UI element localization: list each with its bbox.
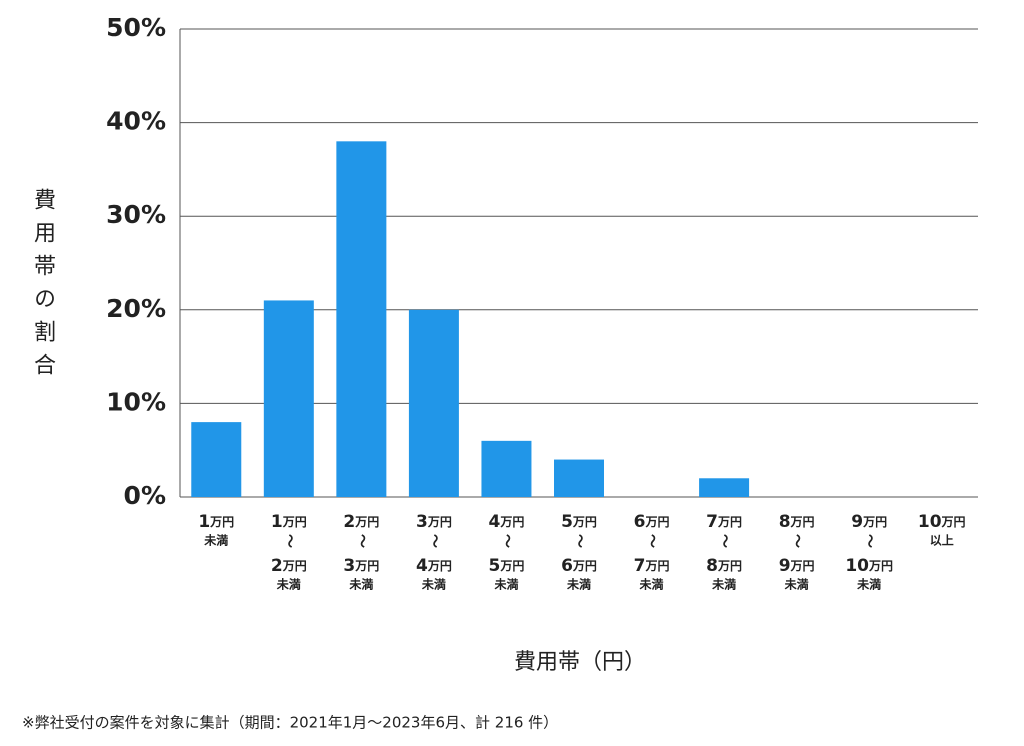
x-tick-number: 10 — [918, 512, 942, 532]
x-tick-number: 9 — [851, 512, 863, 532]
x-tick-unit: 万円 — [790, 515, 815, 529]
bar — [336, 141, 387, 497]
x-tick-label: 10万円 — [918, 512, 966, 532]
y-tick-label: 30% — [106, 200, 166, 229]
x-tick-unit: 万円 — [868, 559, 893, 573]
x-tick-label: 5万円 — [561, 512, 597, 532]
bar — [481, 440, 532, 497]
x-tick-label: 〜 — [353, 534, 369, 548]
x-tick-unit: 万円 — [717, 559, 742, 573]
x-tick-number: 3 — [416, 512, 428, 532]
x-tick-unit: 万円 — [427, 559, 452, 573]
x-tick-number: 2 — [343, 512, 355, 532]
x-tick-number: 6 — [634, 512, 646, 532]
x-tick-label: 8万円 — [779, 512, 815, 532]
x-tick-unit: 万円 — [427, 515, 452, 529]
x-tick-unit: 万円 — [644, 559, 669, 573]
x-tick-label: 〜 — [716, 534, 732, 548]
x-tick-number: 5 — [561, 512, 573, 532]
x-tick-label: 未満 — [276, 577, 301, 592]
x-tick-label: 未満 — [856, 577, 881, 592]
x-tick-label: 6万円 — [634, 512, 670, 532]
x-tick-unit: 万円 — [862, 515, 887, 529]
x-tick-label: 未満 — [348, 577, 373, 592]
x-tick-number: 8 — [779, 512, 791, 532]
x-tick-label: 未満 — [203, 533, 228, 548]
x-tick-label: 10万円 — [845, 556, 893, 576]
x-tick-label: 未満 — [566, 577, 591, 592]
x-tick-label: 〜 — [498, 534, 514, 548]
x-tick-label: 4万円 — [489, 512, 525, 532]
x-tick-unit: 万円 — [282, 515, 307, 529]
x-tick-label: 〜 — [789, 534, 805, 548]
x-tick-number: 9 — [779, 556, 791, 576]
x-tick-number: 5 — [489, 556, 501, 576]
bar — [191, 422, 242, 497]
y-tick-label: 50% — [106, 13, 166, 42]
x-tick-label: 2万円 — [271, 556, 307, 576]
y-tick-label: 0% — [124, 481, 166, 510]
x-tick-label: 〜 — [861, 534, 877, 548]
x-tick-number: 7 — [706, 512, 718, 532]
x-tick-label: 5万円 — [489, 556, 525, 576]
x-axis-label: 費用帯（円） — [514, 650, 646, 675]
x-tick-unit: 万円 — [354, 515, 379, 529]
x-tick-label: 7万円 — [706, 512, 742, 532]
x-tick-label: 未満 — [784, 577, 809, 592]
x-tick-number: 1 — [198, 512, 210, 532]
x-tick-unit: 万円 — [282, 559, 307, 573]
x-tick-unit: 万円 — [572, 515, 597, 529]
x-tick-number: 4 — [489, 512, 501, 532]
x-tick-number: 8 — [706, 556, 718, 576]
bar — [699, 478, 750, 497]
x-tick-number: 7 — [634, 556, 646, 576]
x-tick-unit: 万円 — [717, 515, 742, 529]
x-tick-unit: 万円 — [209, 515, 234, 529]
x-tick-label: 6万円 — [561, 556, 597, 576]
x-tick-label: 9万円 — [779, 556, 815, 576]
footnote: ※弊社受付の案件を対象に集計（期間：2021年1月～2023年6月、計 216 … — [22, 714, 558, 732]
y-tick-label: 10% — [106, 387, 166, 416]
x-tick-number: 3 — [343, 556, 355, 576]
bar — [263, 300, 314, 497]
x-tick-label: 〜 — [426, 534, 442, 548]
x-tick-label: 未満 — [711, 577, 736, 592]
x-tick-unit: 万円 — [354, 559, 379, 573]
y-tick-label: 20% — [106, 294, 166, 323]
x-tick-label: 1万円 — [198, 512, 234, 532]
x-tick-number: 1 — [271, 512, 283, 532]
x-tick-unit: 万円 — [499, 515, 524, 529]
x-tick-label: 未満 — [639, 577, 664, 592]
x-tick-label: 3万円 — [416, 512, 452, 532]
x-tick-label: 4万円 — [416, 556, 452, 576]
bar — [408, 309, 459, 497]
x-tick-unit: 万円 — [644, 515, 669, 529]
y-axis-label: 費用帯の割合 — [30, 188, 56, 386]
x-tick-unit: 万円 — [941, 515, 966, 529]
x-tick-label: 未満 — [421, 577, 446, 592]
x-tick-number: 4 — [416, 556, 428, 576]
x-tick-label: 2万円 — [343, 512, 379, 532]
x-tick-number: 2 — [271, 556, 283, 576]
x-tick-label: 〜 — [571, 534, 587, 548]
x-tick-unit: 万円 — [790, 559, 815, 573]
x-tick-label: 以上 — [930, 533, 954, 548]
y-tick-label: 40% — [106, 107, 166, 136]
x-tick-label: 3万円 — [343, 556, 379, 576]
x-tick-label: 7万円 — [634, 556, 670, 576]
x-tick-label: 未満 — [493, 577, 518, 592]
x-tick-number: 6 — [561, 556, 573, 576]
x-tick-unit: 万円 — [499, 559, 524, 573]
x-tick-label: 〜 — [281, 534, 297, 548]
x-tick-label: 8万円 — [706, 556, 742, 576]
x-tick-label: 〜 — [644, 534, 660, 548]
x-tick-number: 10 — [845, 556, 869, 576]
x-tick-label: 9万円 — [851, 512, 887, 532]
x-tick-unit: 万円 — [572, 559, 597, 573]
bar — [554, 459, 604, 497]
x-tick-label: 1万円 — [271, 512, 307, 532]
